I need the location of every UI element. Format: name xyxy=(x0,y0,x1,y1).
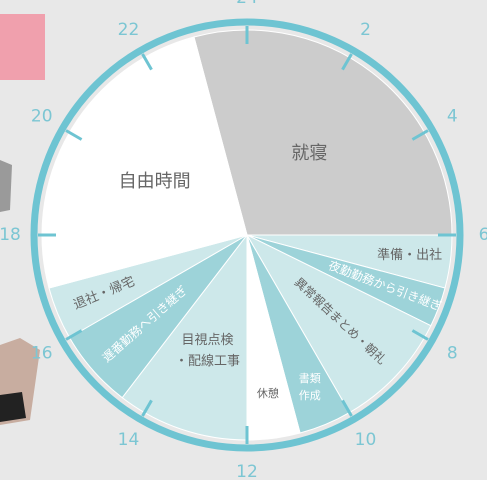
hour-label: 14 xyxy=(118,430,140,450)
hour-label: 24 xyxy=(236,0,258,8)
hour-label: 6 xyxy=(479,225,487,245)
hour-label: 4 xyxy=(447,107,458,127)
slice-label: 就寝 xyxy=(291,140,327,168)
slice-label: 書類 作成 xyxy=(299,370,321,404)
slice-label: 自由時間 xyxy=(119,168,191,196)
hour-label: 18 xyxy=(0,225,21,245)
clock-chart: 24246810121416182022 xyxy=(0,0,487,480)
hour-label: 22 xyxy=(118,20,140,40)
slice-label: 準備・出社 xyxy=(377,246,442,266)
hour-label: 12 xyxy=(236,462,258,480)
slice-label: 休憩 xyxy=(257,385,279,402)
hour-label: 20 xyxy=(31,107,53,127)
hour-label: 8 xyxy=(447,344,458,364)
slice-label: 目視点検 ・配線工事 xyxy=(175,331,240,371)
hour-label: 16 xyxy=(31,344,53,364)
page: 24246810121416182022 就寝準備・出社夜勤勤務から引き継ぎ異常… xyxy=(0,0,487,480)
hour-label: 10 xyxy=(355,430,377,450)
hour-label: 2 xyxy=(360,20,371,40)
